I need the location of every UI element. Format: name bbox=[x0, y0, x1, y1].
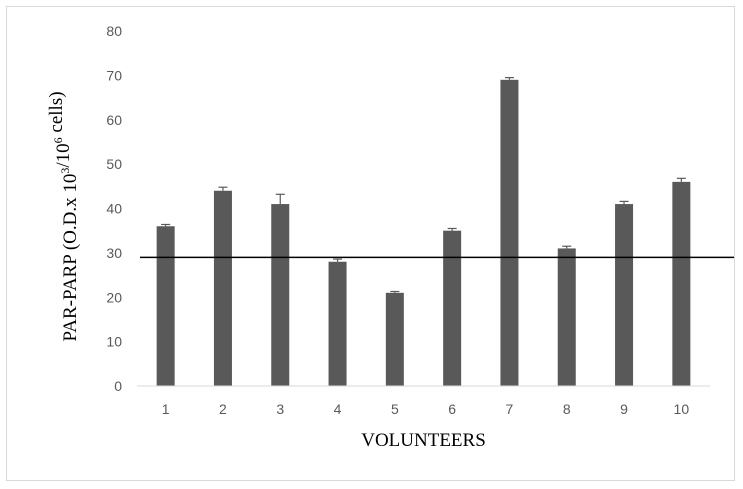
y-axis-title: PAR-PARP (O.D.x 103/106 cells) bbox=[46, 91, 81, 341]
y-axis-title-part: cells) bbox=[46, 91, 67, 137]
bar bbox=[385, 292, 404, 386]
x-axis-ticks: 1 2 3 4 5 6 7 8 9 10 bbox=[162, 401, 690, 417]
bar bbox=[156, 226, 175, 386]
y-tick-label: 70 bbox=[106, 67, 122, 83]
y-axis-ticks: 0 10 20 30 40 50 60 70 80 bbox=[106, 23, 122, 394]
error-bars bbox=[161, 76, 686, 293]
error-bar bbox=[504, 76, 514, 80]
error-bar bbox=[447, 227, 457, 231]
error-bar bbox=[333, 258, 343, 262]
x-tick-label: 1 bbox=[162, 401, 170, 417]
y-tick-label: 80 bbox=[106, 23, 122, 39]
error-bar bbox=[619, 200, 629, 205]
bars bbox=[156, 79, 691, 386]
error-bar bbox=[161, 223, 171, 227]
bar bbox=[271, 204, 290, 386]
y-tick-label: 20 bbox=[106, 289, 122, 305]
error-bar bbox=[218, 186, 228, 191]
chart-frame bbox=[6, 6, 735, 481]
bar bbox=[500, 79, 519, 386]
error-bar bbox=[390, 290, 400, 293]
x-tick-label: 3 bbox=[276, 401, 284, 417]
bar bbox=[328, 261, 347, 386]
bar bbox=[672, 181, 691, 386]
x-tick-label: 4 bbox=[334, 401, 342, 417]
x-tick-label: 9 bbox=[620, 401, 628, 417]
y-tick-label: 40 bbox=[106, 201, 122, 217]
x-tick-label: 2 bbox=[219, 401, 227, 417]
y-axis-title-superscript: 6 bbox=[51, 137, 65, 143]
y-axis-title-part: x 10 bbox=[60, 174, 81, 207]
y-tick-label: 50 bbox=[106, 156, 122, 172]
x-tick-label: 6 bbox=[448, 401, 456, 417]
x-tick-label: 5 bbox=[391, 401, 399, 417]
y-tick-label: 60 bbox=[106, 112, 122, 128]
x-tick-label: 8 bbox=[563, 401, 571, 417]
y-axis-title-part: PAR-PARP (O.D. bbox=[60, 207, 81, 342]
bar bbox=[615, 204, 634, 386]
y-tick-label: 10 bbox=[106, 334, 122, 350]
error-bar bbox=[562, 245, 572, 249]
error-bar bbox=[676, 177, 686, 182]
x-axis-title: VOLUNTEERS bbox=[361, 430, 486, 451]
x-tick-label: 7 bbox=[506, 401, 514, 417]
bar bbox=[557, 248, 576, 386]
y-axis-title-superscript: 3 bbox=[58, 168, 72, 174]
y-tick-label: 30 bbox=[106, 245, 122, 261]
error-bar bbox=[275, 193, 285, 205]
y-tick-label: 0 bbox=[114, 378, 122, 394]
bar bbox=[443, 230, 462, 386]
x-tick-label: 10 bbox=[674, 401, 690, 417]
y-axis-title-part: /10 bbox=[53, 143, 74, 167]
bar bbox=[213, 190, 232, 386]
